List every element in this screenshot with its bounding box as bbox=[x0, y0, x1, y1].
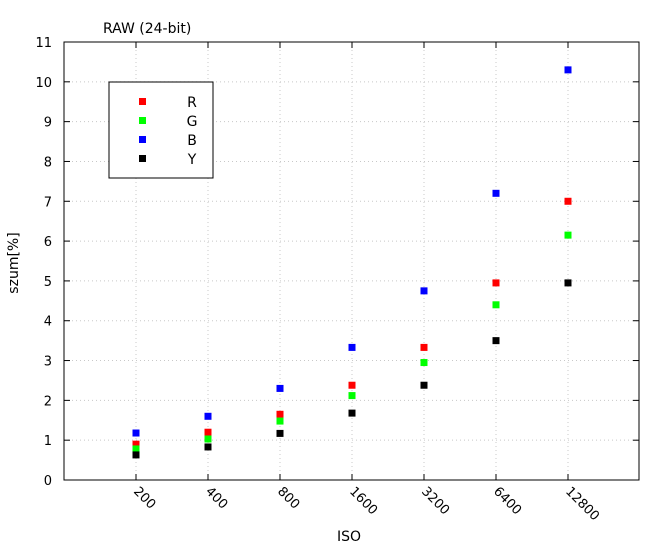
legend-label-y: Y bbox=[187, 152, 197, 168]
y-tick-label: 1 bbox=[44, 434, 52, 449]
legend-marker-g bbox=[139, 117, 146, 124]
data-point-g bbox=[132, 445, 140, 453]
data-point-g bbox=[564, 231, 572, 239]
y-tick-label: 3 bbox=[44, 355, 52, 370]
y-tick-label: 9 bbox=[44, 116, 52, 131]
y-tick-label: 10 bbox=[35, 76, 52, 91]
data-point-y bbox=[420, 381, 428, 389]
data-point-y bbox=[132, 451, 140, 459]
data-point-r bbox=[132, 440, 140, 448]
x-axis-title: ISO bbox=[337, 529, 361, 545]
legend-marker-b bbox=[139, 136, 146, 143]
data-point-b bbox=[204, 412, 212, 420]
data-point-r bbox=[276, 410, 284, 418]
y-tick-label: 8 bbox=[44, 155, 52, 170]
data-point-r bbox=[420, 343, 428, 351]
y-axis-title: szum[%] bbox=[6, 232, 22, 293]
legend-label-g: G bbox=[187, 114, 198, 130]
data-point-r bbox=[204, 428, 212, 436]
x-tick-label: 12800 bbox=[562, 484, 602, 524]
x-tick-label: 400 bbox=[202, 484, 230, 512]
data-point-b bbox=[564, 66, 572, 74]
legend-label-b: B bbox=[187, 133, 197, 149]
data-point-b bbox=[132, 429, 140, 437]
legend-label-r: R bbox=[187, 95, 197, 111]
y-tick-label: 4 bbox=[44, 315, 52, 330]
legend-box bbox=[108, 81, 214, 179]
legend-marker-r bbox=[139, 98, 146, 105]
y-tick-label: 7 bbox=[44, 195, 52, 210]
data-point-r bbox=[564, 197, 572, 205]
y-tick-label: 11 bbox=[35, 36, 52, 51]
data-point-y bbox=[276, 429, 284, 437]
data-point-b bbox=[348, 343, 356, 351]
y-tick-label: 6 bbox=[44, 235, 52, 250]
data-point-r bbox=[492, 279, 500, 287]
data-point-y bbox=[492, 337, 500, 345]
chart-title: RAW (24-bit) bbox=[103, 21, 191, 37]
data-point-y bbox=[348, 409, 356, 417]
data-point-y bbox=[564, 279, 572, 287]
data-point-g bbox=[420, 359, 428, 367]
data-points bbox=[132, 66, 572, 459]
data-point-b bbox=[420, 287, 428, 295]
data-point-b bbox=[276, 384, 284, 392]
x-tick-label: 800 bbox=[274, 484, 302, 512]
data-point-g bbox=[492, 301, 500, 309]
y-tick-label: 0 bbox=[44, 474, 52, 489]
x-tick-label: 3200 bbox=[418, 484, 452, 518]
data-point-r bbox=[348, 381, 356, 389]
x-tick-label: 1600 bbox=[346, 484, 380, 518]
data-point-g bbox=[348, 392, 356, 400]
y-axis-ticks: 0 1 2 3 4 5 6 7 8 9 10 11 bbox=[35, 36, 639, 489]
legend: R G B Y bbox=[108, 81, 214, 179]
x-tick-label: 6400 bbox=[490, 484, 524, 518]
data-point-g bbox=[276, 417, 284, 425]
data-point-g bbox=[204, 435, 212, 443]
data-point-b bbox=[492, 189, 500, 197]
data-point-y bbox=[204, 443, 212, 451]
legend-marker-y bbox=[139, 155, 146, 162]
x-tick-label: 200 bbox=[130, 484, 158, 512]
y-tick-label: 2 bbox=[44, 394, 52, 409]
y-tick-label: 5 bbox=[44, 275, 52, 290]
